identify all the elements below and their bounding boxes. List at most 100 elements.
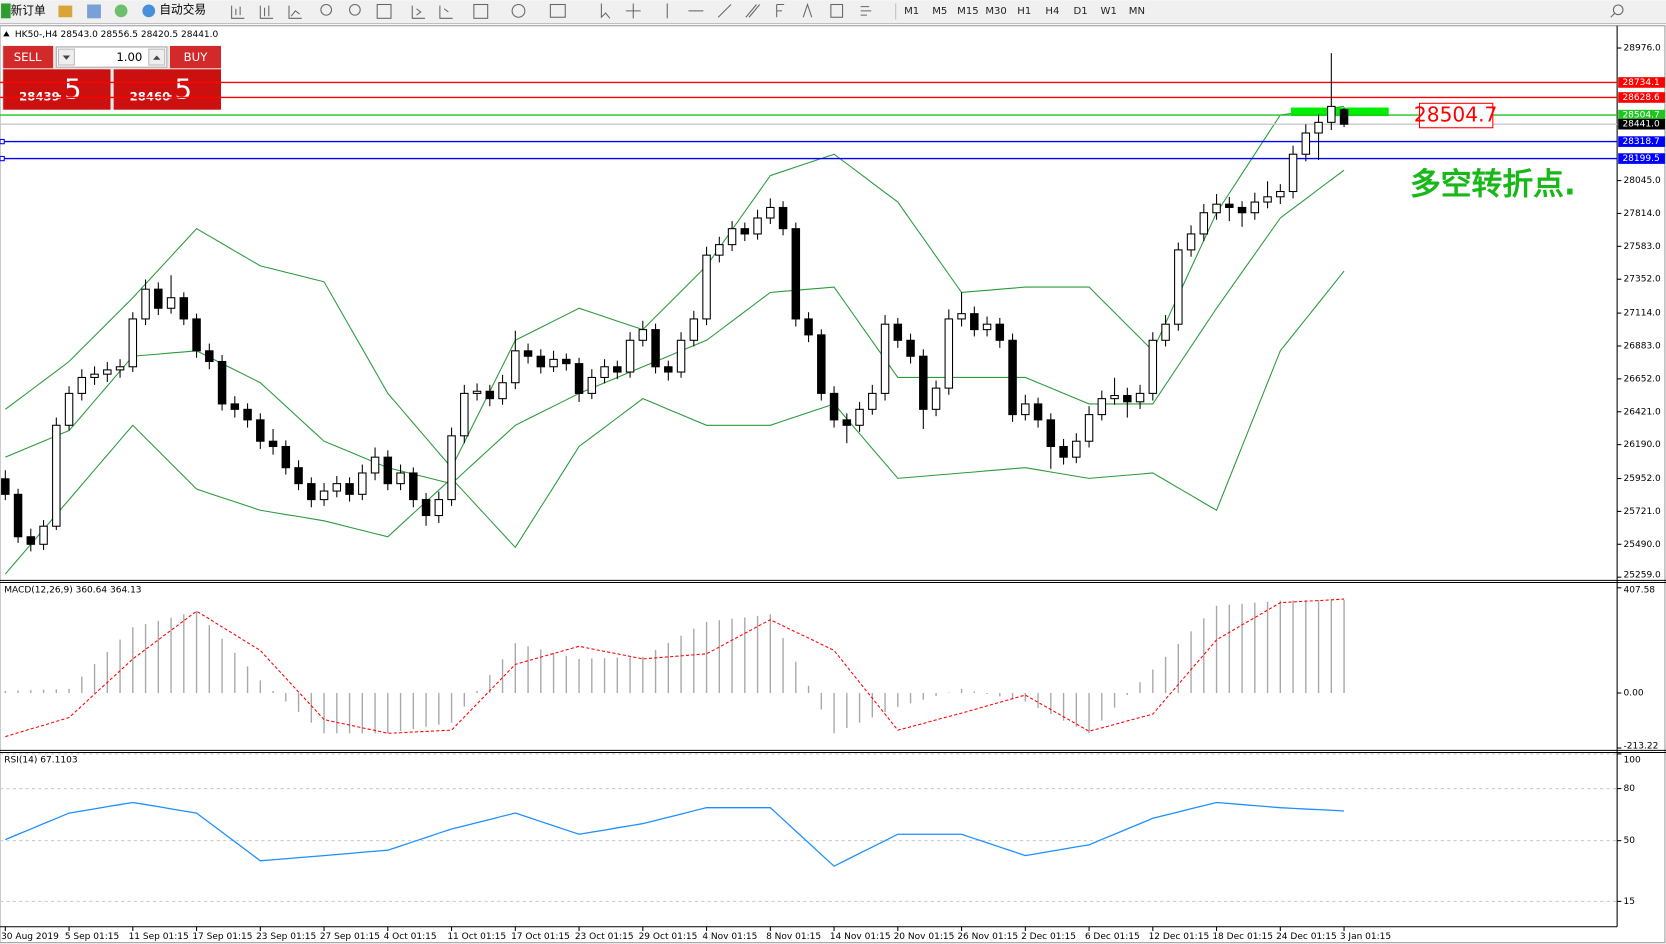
level-handle bbox=[0, 155, 5, 162]
one-click-trading-panel: SELL 1.00 BUY 28439 .5 28460 .5 bbox=[2, 45, 221, 110]
candle-body bbox=[753, 217, 762, 235]
timeframe-button[interactable]: H1 bbox=[1017, 6, 1031, 17]
icon[interactable] bbox=[776, 3, 785, 18]
y-tick-label: 26883.0 bbox=[1624, 341, 1662, 351]
candle-body bbox=[1212, 203, 1221, 214]
icon[interactable] bbox=[802, 2, 813, 18]
icon[interactable] bbox=[439, 5, 453, 19]
icon[interactable] bbox=[549, 3, 566, 18]
new-order-button[interactable]: 新订单 bbox=[11, 3, 46, 17]
icon[interactable] bbox=[830, 3, 844, 18]
candle-body bbox=[740, 228, 750, 235]
candle-body bbox=[511, 350, 520, 384]
ask-price: 28460 bbox=[130, 89, 171, 103]
sell-price-box[interactable] bbox=[3, 69, 111, 110]
icon[interactable] bbox=[1610, 12, 1616, 18]
candle-body bbox=[1021, 403, 1030, 416]
timeframe-button[interactable]: M15 bbox=[957, 6, 979, 17]
toolbar bbox=[0, 0, 1666, 24]
bollinger-lower bbox=[4, 270, 1345, 575]
candle-body bbox=[268, 440, 278, 448]
icon[interactable] bbox=[511, 3, 526, 18]
auto-trading-icon[interactable] bbox=[142, 4, 156, 18]
timeframe-button[interactable]: D1 bbox=[1073, 6, 1087, 17]
y-tick-label: 80 bbox=[1624, 784, 1636, 794]
candle-body bbox=[26, 536, 36, 545]
icon[interactable] bbox=[600, 3, 611, 19]
x-tick-label: 11 Sep 01:15 bbox=[129, 932, 189, 942]
candle-body bbox=[766, 206, 775, 219]
pane-title: MACD(12,26,9) 360.64 364.13 bbox=[4, 585, 142, 595]
buy-price-box[interactable] bbox=[113, 69, 221, 110]
icon[interactable] bbox=[231, 5, 245, 19]
candle-body bbox=[383, 456, 393, 485]
timeframe-button[interactable]: W1 bbox=[1101, 6, 1117, 17]
candle-body bbox=[77, 376, 87, 394]
annotation-box bbox=[1418, 102, 1494, 129]
icon[interactable] bbox=[745, 4, 761, 18]
candle-body bbox=[1084, 414, 1094, 442]
timeframe-button[interactable]: M30 bbox=[985, 6, 1007, 17]
candle-body bbox=[1314, 121, 1323, 134]
candle-body bbox=[855, 408, 864, 426]
candle-body bbox=[1097, 398, 1107, 416]
candle-body bbox=[1008, 339, 1017, 416]
search-icon[interactable] bbox=[1612, 4, 1624, 16]
icon[interactable] bbox=[87, 4, 101, 19]
x-tick-label: 24 Dec 01:15 bbox=[1276, 932, 1337, 942]
icon[interactable] bbox=[376, 3, 392, 19]
icon[interactable] bbox=[58, 5, 73, 18]
y-tick-label: 15 bbox=[1624, 897, 1635, 907]
candle-body bbox=[115, 366, 125, 371]
candle-body bbox=[332, 483, 342, 492]
candle-body bbox=[1046, 419, 1056, 448]
candle-body bbox=[90, 373, 99, 378]
icon[interactable] bbox=[717, 4, 732, 18]
icon[interactable] bbox=[288, 5, 302, 19]
candle-body bbox=[205, 350, 214, 363]
timeframe-button[interactable]: MN bbox=[1129, 6, 1145, 17]
icon[interactable] bbox=[259, 5, 274, 19]
y-tick-label: -213.22 bbox=[1624, 742, 1659, 752]
icon[interactable] bbox=[114, 4, 128, 18]
icon[interactable] bbox=[473, 3, 489, 19]
candle-body bbox=[192, 318, 201, 352]
candle-body bbox=[562, 358, 571, 365]
candle-body bbox=[689, 318, 699, 341]
buy-button[interactable] bbox=[170, 45, 221, 69]
candle-body bbox=[1288, 153, 1298, 193]
y-tick-label: 27114.0 bbox=[1624, 309, 1662, 319]
toolbar-icons bbox=[231, 2, 1624, 19]
timeframe-button[interactable]: M1 bbox=[904, 6, 919, 17]
candle-body bbox=[868, 392, 877, 410]
lot-value[interactable]: 1.00 bbox=[116, 50, 142, 64]
x-tick-label: 23 Oct 01:15 bbox=[575, 932, 634, 942]
candle-body bbox=[154, 288, 163, 309]
icon[interactable] bbox=[860, 6, 872, 16]
candle-body bbox=[141, 288, 150, 320]
price-level-label: 28734.1 bbox=[1622, 78, 1659, 88]
candle-body bbox=[243, 408, 252, 421]
x-tick-label: 14 Nov 01:15 bbox=[830, 932, 891, 942]
candle-body bbox=[651, 329, 660, 368]
sell-label[interactable]: SELL bbox=[14, 50, 42, 64]
candle-body bbox=[970, 313, 979, 331]
new-order-icon[interactable] bbox=[1, 3, 11, 19]
candle-body bbox=[1135, 392, 1145, 403]
icon[interactable] bbox=[349, 3, 361, 16]
timeframe-button[interactable]: M5 bbox=[932, 6, 947, 17]
price-level-tag bbox=[1618, 109, 1665, 121]
candle-body bbox=[1, 478, 10, 495]
sell-button[interactable] bbox=[3, 45, 54, 69]
lot-input[interactable] bbox=[55, 46, 168, 68]
candle-body bbox=[281, 445, 291, 469]
x-tick-label: 29 Oct 01:15 bbox=[639, 932, 698, 942]
icon[interactable] bbox=[625, 3, 641, 19]
timeframe-button[interactable]: H4 bbox=[1045, 6, 1059, 17]
icon[interactable] bbox=[411, 5, 425, 19]
candle-body bbox=[536, 355, 546, 368]
icon[interactable] bbox=[320, 3, 333, 16]
buy-label[interactable]: BUY bbox=[184, 50, 209, 64]
auto-trading-button[interactable]: 自动交易 bbox=[159, 2, 206, 16]
